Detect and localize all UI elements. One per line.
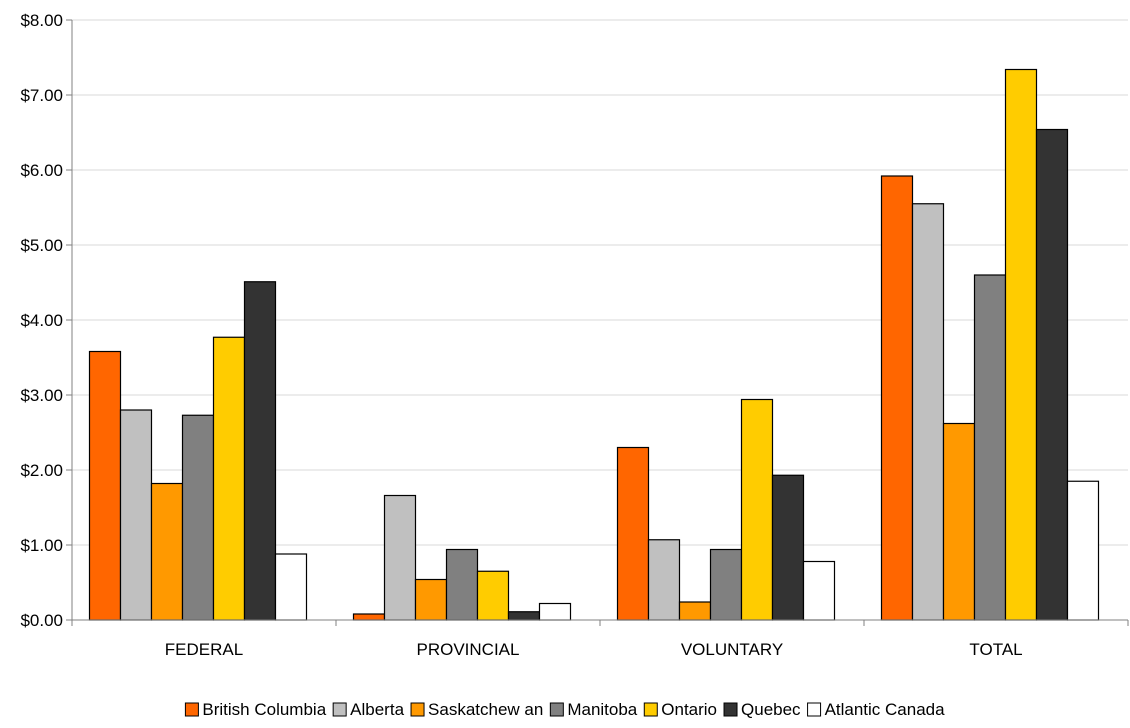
bar-atlantic-canada-total bbox=[1066, 480, 1100, 621]
x-tick-label: TOTAL bbox=[969, 640, 1022, 659]
bar-atlantic-canada-provincial bbox=[538, 602, 572, 621]
y-tick-label: $0.00 bbox=[20, 611, 63, 630]
legend-label-alberta: Alberta bbox=[350, 700, 404, 719]
bar-manitoba-voluntary bbox=[709, 548, 743, 621]
y-tick-label: $6.00 bbox=[20, 161, 63, 180]
y-tick-label: $8.00 bbox=[20, 11, 63, 30]
y-tick-label: $7.00 bbox=[20, 86, 63, 105]
y-tick-label: $3.00 bbox=[20, 386, 63, 405]
bar-alberta-voluntary bbox=[647, 539, 681, 621]
bar-manitoba-total bbox=[973, 274, 1007, 621]
y-tick-label: $2.00 bbox=[20, 461, 63, 480]
x-tick-label: FEDERAL bbox=[165, 640, 243, 659]
y-tick-label: $4.00 bbox=[20, 311, 63, 330]
bar-alberta-total bbox=[911, 203, 945, 621]
legend-swatch-british-columbia bbox=[184, 702, 199, 717]
x-tick-label: PROVINCIAL bbox=[417, 640, 520, 659]
legend-swatch-saskatchew-an bbox=[410, 702, 425, 717]
bar-alberta-provincial bbox=[383, 494, 417, 621]
legend-swatch-quebec bbox=[723, 702, 738, 717]
legend-label-quebec: Quebec bbox=[741, 700, 801, 719]
bar-ontario-federal bbox=[212, 336, 246, 621]
legend-swatch-ontario bbox=[643, 702, 658, 717]
bar-saskatchew-an-provincial bbox=[414, 578, 448, 621]
bar-saskatchew-an-total bbox=[942, 422, 976, 621]
bar-ontario-total bbox=[1004, 68, 1038, 621]
bar-saskatchew-an-federal bbox=[150, 482, 184, 621]
bar-quebec-provincial bbox=[507, 611, 541, 621]
bar-manitoba-federal bbox=[181, 414, 215, 621]
legend: British Columbia Alberta Saskatchew an Mani… bbox=[184, 700, 946, 719]
legend-label-manitoba: Manitoba bbox=[567, 700, 637, 719]
legend-swatch-alberta bbox=[332, 702, 347, 717]
bar-atlantic-canada-voluntary bbox=[802, 560, 836, 621]
bar-quebec-total bbox=[1035, 128, 1069, 621]
legend-label-british-columbia: British Columbia bbox=[202, 700, 326, 719]
legend-label-saskatchew-an: Saskatchew an bbox=[428, 700, 543, 719]
bar-british-columbia-federal bbox=[88, 350, 122, 621]
bars bbox=[88, 68, 1100, 621]
x-tick-label: VOLUNTARY bbox=[681, 640, 783, 659]
y-tick-label: $1.00 bbox=[20, 536, 63, 555]
legend-swatch-atlantic-canada bbox=[807, 702, 822, 717]
legend-swatch-manitoba bbox=[549, 702, 564, 717]
y-axis: $0.00 $1.00 $2.00 $3.00 $4.00 $5.00 $6.00 $7.00… bbox=[20, 11, 73, 630]
legend-label-atlantic-canada: Atlantic Canada bbox=[825, 700, 946, 719]
bar-quebec-federal bbox=[243, 281, 277, 621]
bar-atlantic-canada-federal bbox=[274, 553, 308, 621]
bar-british-columbia-provincial bbox=[352, 613, 386, 621]
bar-ontario-voluntary bbox=[740, 398, 774, 621]
bar-british-columbia-voluntary bbox=[616, 446, 650, 621]
bar-ontario-provincial bbox=[476, 570, 510, 621]
bar-quebec-voluntary bbox=[771, 474, 805, 621]
bar-british-columbia-total bbox=[880, 175, 914, 621]
bar-saskatchew-an-voluntary bbox=[678, 601, 712, 621]
x-axis: FEDERAL PROVINCIAL VOLUNTARY TOTAL bbox=[71, 619, 1129, 659]
bar-alberta-federal bbox=[119, 409, 153, 621]
legend-label-ontario: Ontario bbox=[661, 700, 717, 719]
y-tick-label: $5.00 bbox=[20, 236, 63, 255]
bar-manitoba-provincial bbox=[445, 548, 479, 621]
